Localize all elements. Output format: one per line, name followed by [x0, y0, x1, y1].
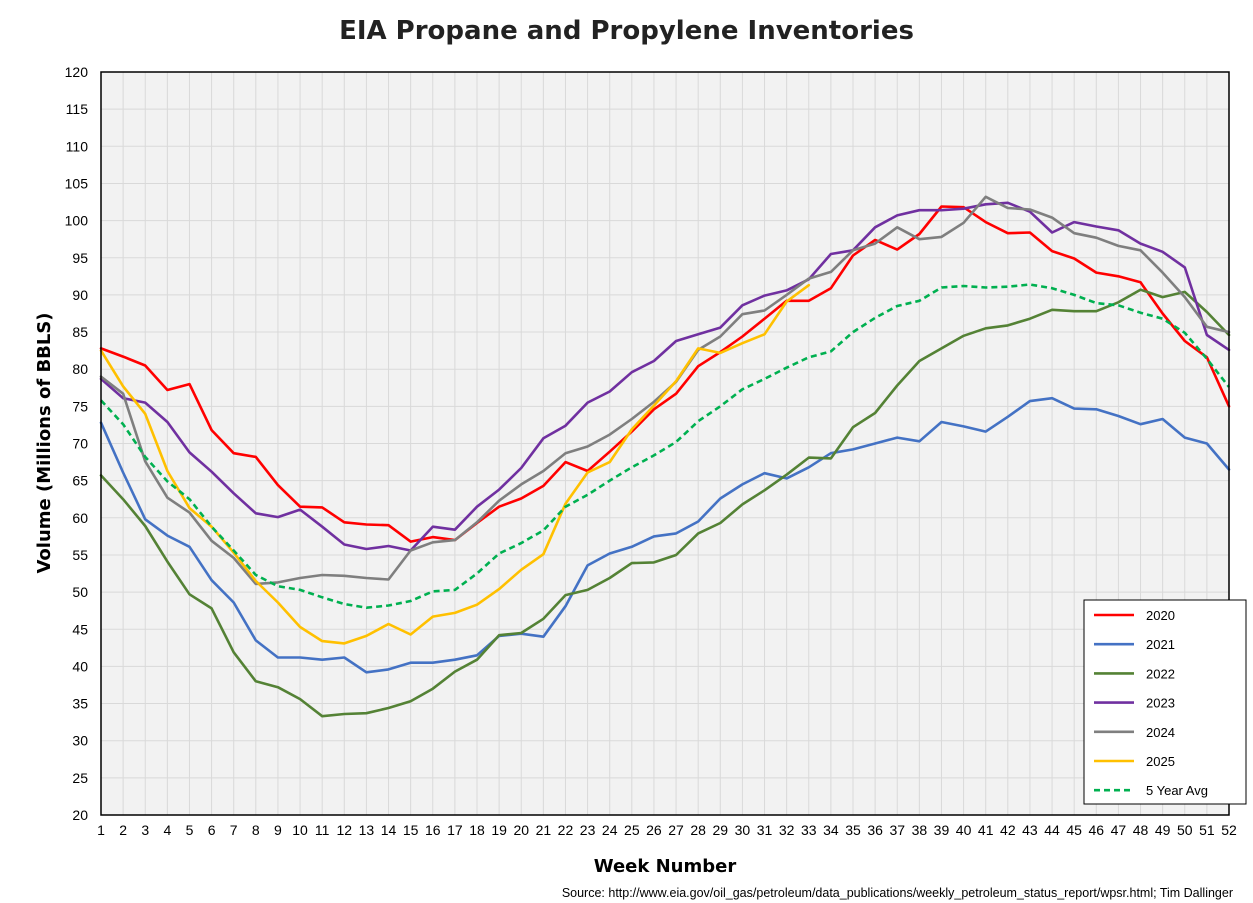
x-tick-label: 52	[1221, 822, 1237, 838]
legend-label: 2025	[1146, 754, 1175, 769]
series-line-2023	[99, 201, 1231, 552]
y-tick-label: 50	[72, 584, 88, 600]
x-axis-title: Week Number	[594, 856, 737, 877]
y-tick-label: 120	[65, 64, 89, 80]
series-lines	[99, 195, 1231, 718]
series-line-2022	[99, 288, 1231, 718]
x-tick-label: 5	[186, 822, 194, 838]
x-tick-label: 27	[668, 822, 684, 838]
y-tick-label: 70	[72, 436, 88, 452]
x-tick-label: 16	[425, 822, 441, 838]
legend-label: 2023	[1146, 696, 1175, 711]
y-tick-label: 85	[72, 324, 88, 340]
x-tick-label: 19	[491, 822, 507, 838]
y-tick-label: 60	[72, 510, 88, 526]
legend-label: 2021	[1146, 637, 1175, 652]
x-tick-label: 47	[1111, 822, 1127, 838]
x-tick-label: 28	[690, 822, 706, 838]
plot-frame	[100, 71, 1230, 816]
x-tick-label: 36	[867, 822, 883, 838]
x-tick-label: 25	[624, 822, 640, 838]
x-tick-label: 39	[934, 822, 950, 838]
x-tick-label: 4	[163, 822, 171, 838]
x-tick-label: 41	[978, 822, 994, 838]
x-tick-label: 18	[469, 822, 485, 838]
series-line-2021	[99, 396, 1231, 674]
x-tick-label: 10	[292, 822, 308, 838]
x-tick-label: 11	[315, 822, 330, 838]
x-tick-label: 49	[1155, 822, 1171, 838]
source-note: Source: http://www.eia.gov/oil_gas/petro…	[561, 886, 1233, 900]
y-tick-label: 115	[66, 101, 89, 117]
y-tick-label: 90	[72, 287, 88, 303]
legend: 2020 2021 2022 2023 2024 2025 5 Year Avg	[1083, 599, 1247, 805]
x-tick-label: 2	[119, 822, 127, 838]
x-tick-label: 44	[1044, 822, 1060, 838]
x-tick-label: 32	[779, 822, 795, 838]
x-tick-label: 21	[536, 822, 552, 838]
chart-title: EIA Propane and Propylene Inventories	[339, 16, 914, 46]
y-tick-label: 105	[65, 175, 89, 191]
x-tick-label: 37	[889, 822, 905, 838]
x-tick-label: 26	[646, 822, 662, 838]
x-tick-label: 12	[337, 822, 353, 838]
x-tick-label: 14	[381, 822, 397, 838]
x-tick-label: 6	[208, 822, 216, 838]
grid-lines	[101, 72, 1229, 815]
y-tick-label: 20	[72, 807, 88, 823]
y-tick-label: 30	[72, 733, 88, 749]
x-tick-label: 33	[801, 822, 817, 838]
y-tick-label: 95	[72, 250, 88, 266]
x-tick-label: 51	[1199, 822, 1215, 838]
x-tick-label: 22	[558, 822, 574, 838]
x-tick-label: 23	[580, 822, 596, 838]
legend-label: 2022	[1146, 666, 1175, 681]
y-tick-label: 100	[65, 213, 89, 229]
x-axis-ticks: 1 2 3 4 5 6 7 8 9 10 11 12 13 14 15 16 17 18 19 20 21 22 23 24 2…	[97, 822, 1237, 838]
x-tick-label: 1	[97, 822, 105, 838]
x-tick-label: 3	[141, 822, 149, 838]
y-axis-ticks: 20 25 30 35 40 45 50 55 60 65 70 75 80 85 90 95 100 105 11…	[65, 64, 89, 823]
y-tick-label: 110	[66, 138, 89, 154]
y-tick-label: 65	[72, 473, 88, 489]
y-tick-label: 75	[72, 398, 88, 414]
x-tick-label: 46	[1089, 822, 1105, 838]
x-tick-label: 7	[230, 822, 238, 838]
series-line-2020	[99, 205, 1231, 543]
legend-label: 2024	[1146, 725, 1175, 740]
y-axis-title: Volume (Millions of BBLS)	[34, 312, 55, 573]
y-tick-label: 55	[72, 547, 88, 563]
x-tick-label: 45	[1066, 822, 1082, 838]
y-tick-label: 35	[72, 696, 88, 712]
x-tick-label: 34	[823, 822, 839, 838]
y-tick-label: 45	[72, 621, 88, 637]
x-tick-label: 15	[403, 822, 419, 838]
x-tick-label: 50	[1177, 822, 1193, 838]
x-tick-label: 13	[359, 822, 375, 838]
x-tick-label: 20	[513, 822, 529, 838]
x-tick-label: 48	[1133, 822, 1149, 838]
x-tick-label: 30	[735, 822, 751, 838]
legend-label: 2020	[1146, 608, 1175, 623]
x-tick-label: 35	[845, 822, 861, 838]
x-tick-label: 38	[912, 822, 928, 838]
x-tick-label: 31	[757, 822, 773, 838]
x-tick-label: 29	[713, 822, 729, 838]
x-tick-label: 43	[1022, 822, 1038, 838]
y-tick-label: 40	[72, 658, 88, 674]
x-tick-label: 9	[274, 822, 282, 838]
series-line-5-year-avg	[100, 283, 1231, 609]
x-tick-label: 40	[956, 822, 972, 838]
legend-label: 5 Year Avg	[1146, 783, 1208, 798]
x-tick-label: 17	[447, 822, 463, 838]
x-tick-label: 8	[252, 822, 260, 838]
x-tick-label: 24	[602, 822, 618, 838]
y-tick-label: 25	[72, 770, 88, 786]
y-tick-label: 80	[72, 361, 88, 377]
x-tick-label: 42	[1000, 822, 1016, 838]
